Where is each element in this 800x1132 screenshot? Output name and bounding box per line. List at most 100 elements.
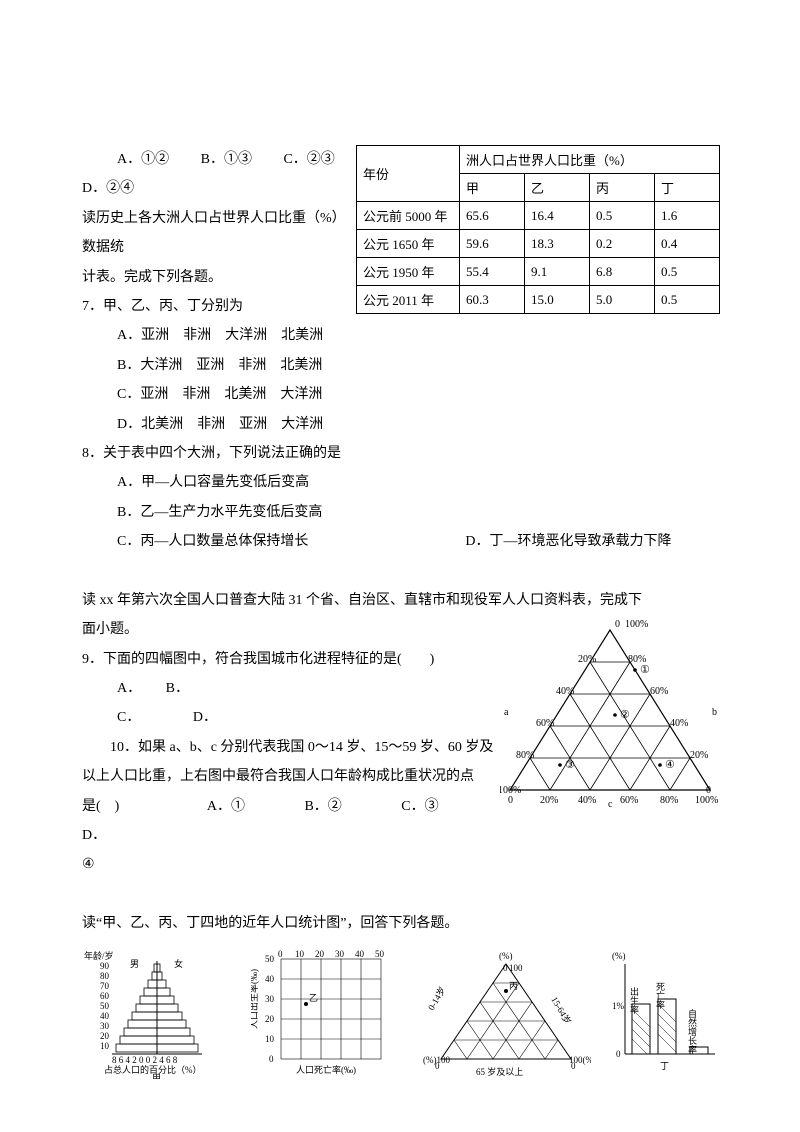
opt-a: A．①② <box>117 152 169 167</box>
cell: 59.6 <box>460 230 525 258</box>
cell: 1.6 <box>655 202 720 230</box>
cell-year: 公元 2011 年 <box>357 286 460 314</box>
cell: 15.0 <box>525 286 590 314</box>
svg-text:30: 30 <box>335 949 345 959</box>
ternary-small-chart: (%) 0100 (%)100100(%) 00 0-14岁 15-64岁 65… <box>421 949 591 1079</box>
census-intro-1: 读 xx 年第六次全国人口普查大陆 31 个省、自治区、直辖市和现役军人人口资料… <box>82 586 720 615</box>
svg-text:b: b <box>712 707 717 718</box>
q10-line3-prefix: 是( ) <box>82 799 119 814</box>
q9-opt-d: D． <box>193 710 217 725</box>
svg-text:30: 30 <box>100 1021 110 1031</box>
svg-text:50: 50 <box>265 954 275 964</box>
svg-text:100%: 100% <box>695 795 718 806</box>
svg-text:丁: 丁 <box>660 1061 669 1071</box>
svg-text:年龄/岁: 年龄/岁 <box>84 950 114 961</box>
cell-year: 公元 1950 年 <box>357 258 460 286</box>
svg-text:出生率: 出生率 <box>629 985 639 1014</box>
svg-text:40%: 40% <box>556 686 574 697</box>
pyramid-chart: 年龄/岁 男 女 908070 605040 302010 <box>82 949 232 1079</box>
cell: 55.4 <box>460 258 525 286</box>
cell: 60.3 <box>460 286 525 314</box>
svg-text:0: 0 <box>615 619 620 630</box>
cell: 16.4 <box>525 202 590 230</box>
q8-stem: 8．关于表中四个大洲，下列说法正确的是 <box>82 439 720 468</box>
svg-text:20: 20 <box>315 949 325 959</box>
svg-text:100: 100 <box>509 963 523 973</box>
svg-text:50: 50 <box>375 949 385 959</box>
table-header-row-1: 年份 洲人口占世界人口比重（%） <box>357 146 720 174</box>
stats-intro: 读“甲、乙、丙、丁四地的近年人口统计图”，回答下列各题。 <box>82 909 720 938</box>
cell: 0.5 <box>655 286 720 314</box>
svg-text:(%): (%) <box>499 951 513 961</box>
scatter-chart: 01020 304050 01020 304050 人口出生率(‰) 人口死亡率… <box>251 949 401 1079</box>
cell: 6.8 <box>590 258 655 286</box>
svg-text:丙: 丙 <box>509 981 518 991</box>
svg-text:20: 20 <box>265 1014 275 1024</box>
cell: 65.6 <box>460 202 525 230</box>
svg-text:80%: 80% <box>660 795 678 806</box>
svg-text:20: 20 <box>100 1031 110 1041</box>
q8-opt-cd: C．丙—人口数量总体保持增长 D．丁—环境恶化导致承载力下降 <box>82 527 720 556</box>
svg-text:40: 40 <box>265 974 275 984</box>
merged-header: 洲人口占世界人口比重（%） <box>460 146 720 174</box>
svg-text:40: 40 <box>355 949 365 959</box>
q7-opt-d: D．北美洲 非洲 亚洲 大洋洲 <box>82 410 720 439</box>
svg-text:80: 80 <box>100 971 110 981</box>
svg-text:15-64岁: 15-64岁 <box>549 994 574 1025</box>
population-ratio-table: 年份 洲人口占世界人口比重（%） 甲 乙 丙 丁 公元前 5000 年 65.6… <box>356 145 720 314</box>
svg-text:10: 10 <box>100 1041 110 1051</box>
svg-text:死亡率: 死亡率 <box>655 981 665 1009</box>
q9-opt-b: B． <box>166 681 189 696</box>
svg-text:0: 0 <box>278 949 283 959</box>
svg-text:男: 男 <box>130 959 139 969</box>
svg-text:40%: 40% <box>578 795 596 806</box>
svg-text:60%: 60% <box>536 718 554 729</box>
cell: 18.3 <box>525 230 590 258</box>
q8-opt-c: C．丙—人口数量总体保持增长 <box>117 534 308 549</box>
cell: 9.1 <box>525 258 590 286</box>
q10-opt-b: B．② <box>304 799 341 814</box>
ternary-large-chart: a b c 0 100% 20% 40% 60% 80% 100% 80% 60… <box>500 615 720 810</box>
col-bing: 丙 <box>590 174 655 202</box>
q8-opt-d: D．丁—环境恶化导致承载力下降 <box>465 534 671 549</box>
svg-text:8 6 4 2 0 0 2 4 6 8: 8 6 4 2 0 0 2 4 6 8 <box>112 1055 178 1065</box>
svg-text:0-14岁: 0-14岁 <box>425 984 447 1012</box>
svg-text:60%: 60% <box>650 686 668 697</box>
svg-text:90: 90 <box>100 961 110 971</box>
table-row: 公元 1950 年 55.4 9.1 6.8 0.5 <box>357 258 720 286</box>
q7-opt-c: C．亚洲 非洲 北美洲 大洋洲 <box>82 380 720 409</box>
col-yi: 乙 <box>525 174 590 202</box>
svg-text:0: 0 <box>616 1049 621 1059</box>
table-row: 公元 2011 年 60.3 15.0 5.0 0.5 <box>357 286 720 314</box>
opt-b: B．①③ <box>201 152 252 167</box>
cell: 0.2 <box>590 230 655 258</box>
svg-text:1%: 1% <box>612 1001 625 1011</box>
svg-text:①: ① <box>640 664 650 676</box>
svg-text:a: a <box>504 707 509 718</box>
cell: 0.4 <box>655 230 720 258</box>
svg-text:甲: 甲 <box>152 1073 161 1079</box>
svg-text:0: 0 <box>508 795 513 806</box>
col-jia: 甲 <box>460 174 525 202</box>
table-row: 公元 1650 年 59.6 18.3 0.2 0.4 <box>357 230 720 258</box>
svg-text:(%): (%) <box>612 951 626 961</box>
svg-text:65 岁及以上: 65 岁及以上 <box>476 1066 523 1077</box>
bar-chart: (%) 1% 0 出生率 死亡率 自然增长率 丁 <box>610 949 720 1079</box>
svg-text:60: 60 <box>100 991 110 1001</box>
svg-text:20%: 20% <box>578 654 596 665</box>
table-row: 公元前 5000 年 65.6 16.4 0.5 1.6 <box>357 202 720 230</box>
cell: 0.5 <box>655 258 720 286</box>
q8-opt-a: A．甲—人口容量先变低后变高 <box>82 468 720 497</box>
svg-text:30: 30 <box>265 994 275 1004</box>
svg-text:40: 40 <box>100 1011 110 1021</box>
svg-text:人口出生率(‰): 人口出生率(‰) <box>251 969 259 1029</box>
svg-text:0: 0 <box>571 1061 576 1071</box>
svg-text:人口死亡率(‰): 人口死亡率(‰) <box>296 1064 356 1075</box>
svg-text:20%: 20% <box>690 750 708 761</box>
q9-opt-c: C． <box>117 710 133 725</box>
svg-text:自然增长率: 自然增长率 <box>687 1007 697 1054</box>
svg-text:10: 10 <box>265 1034 275 1044</box>
cell-year: 公元前 5000 年 <box>357 202 460 230</box>
opt-d: D．②④ <box>82 181 134 196</box>
svg-text:20%: 20% <box>540 795 558 806</box>
